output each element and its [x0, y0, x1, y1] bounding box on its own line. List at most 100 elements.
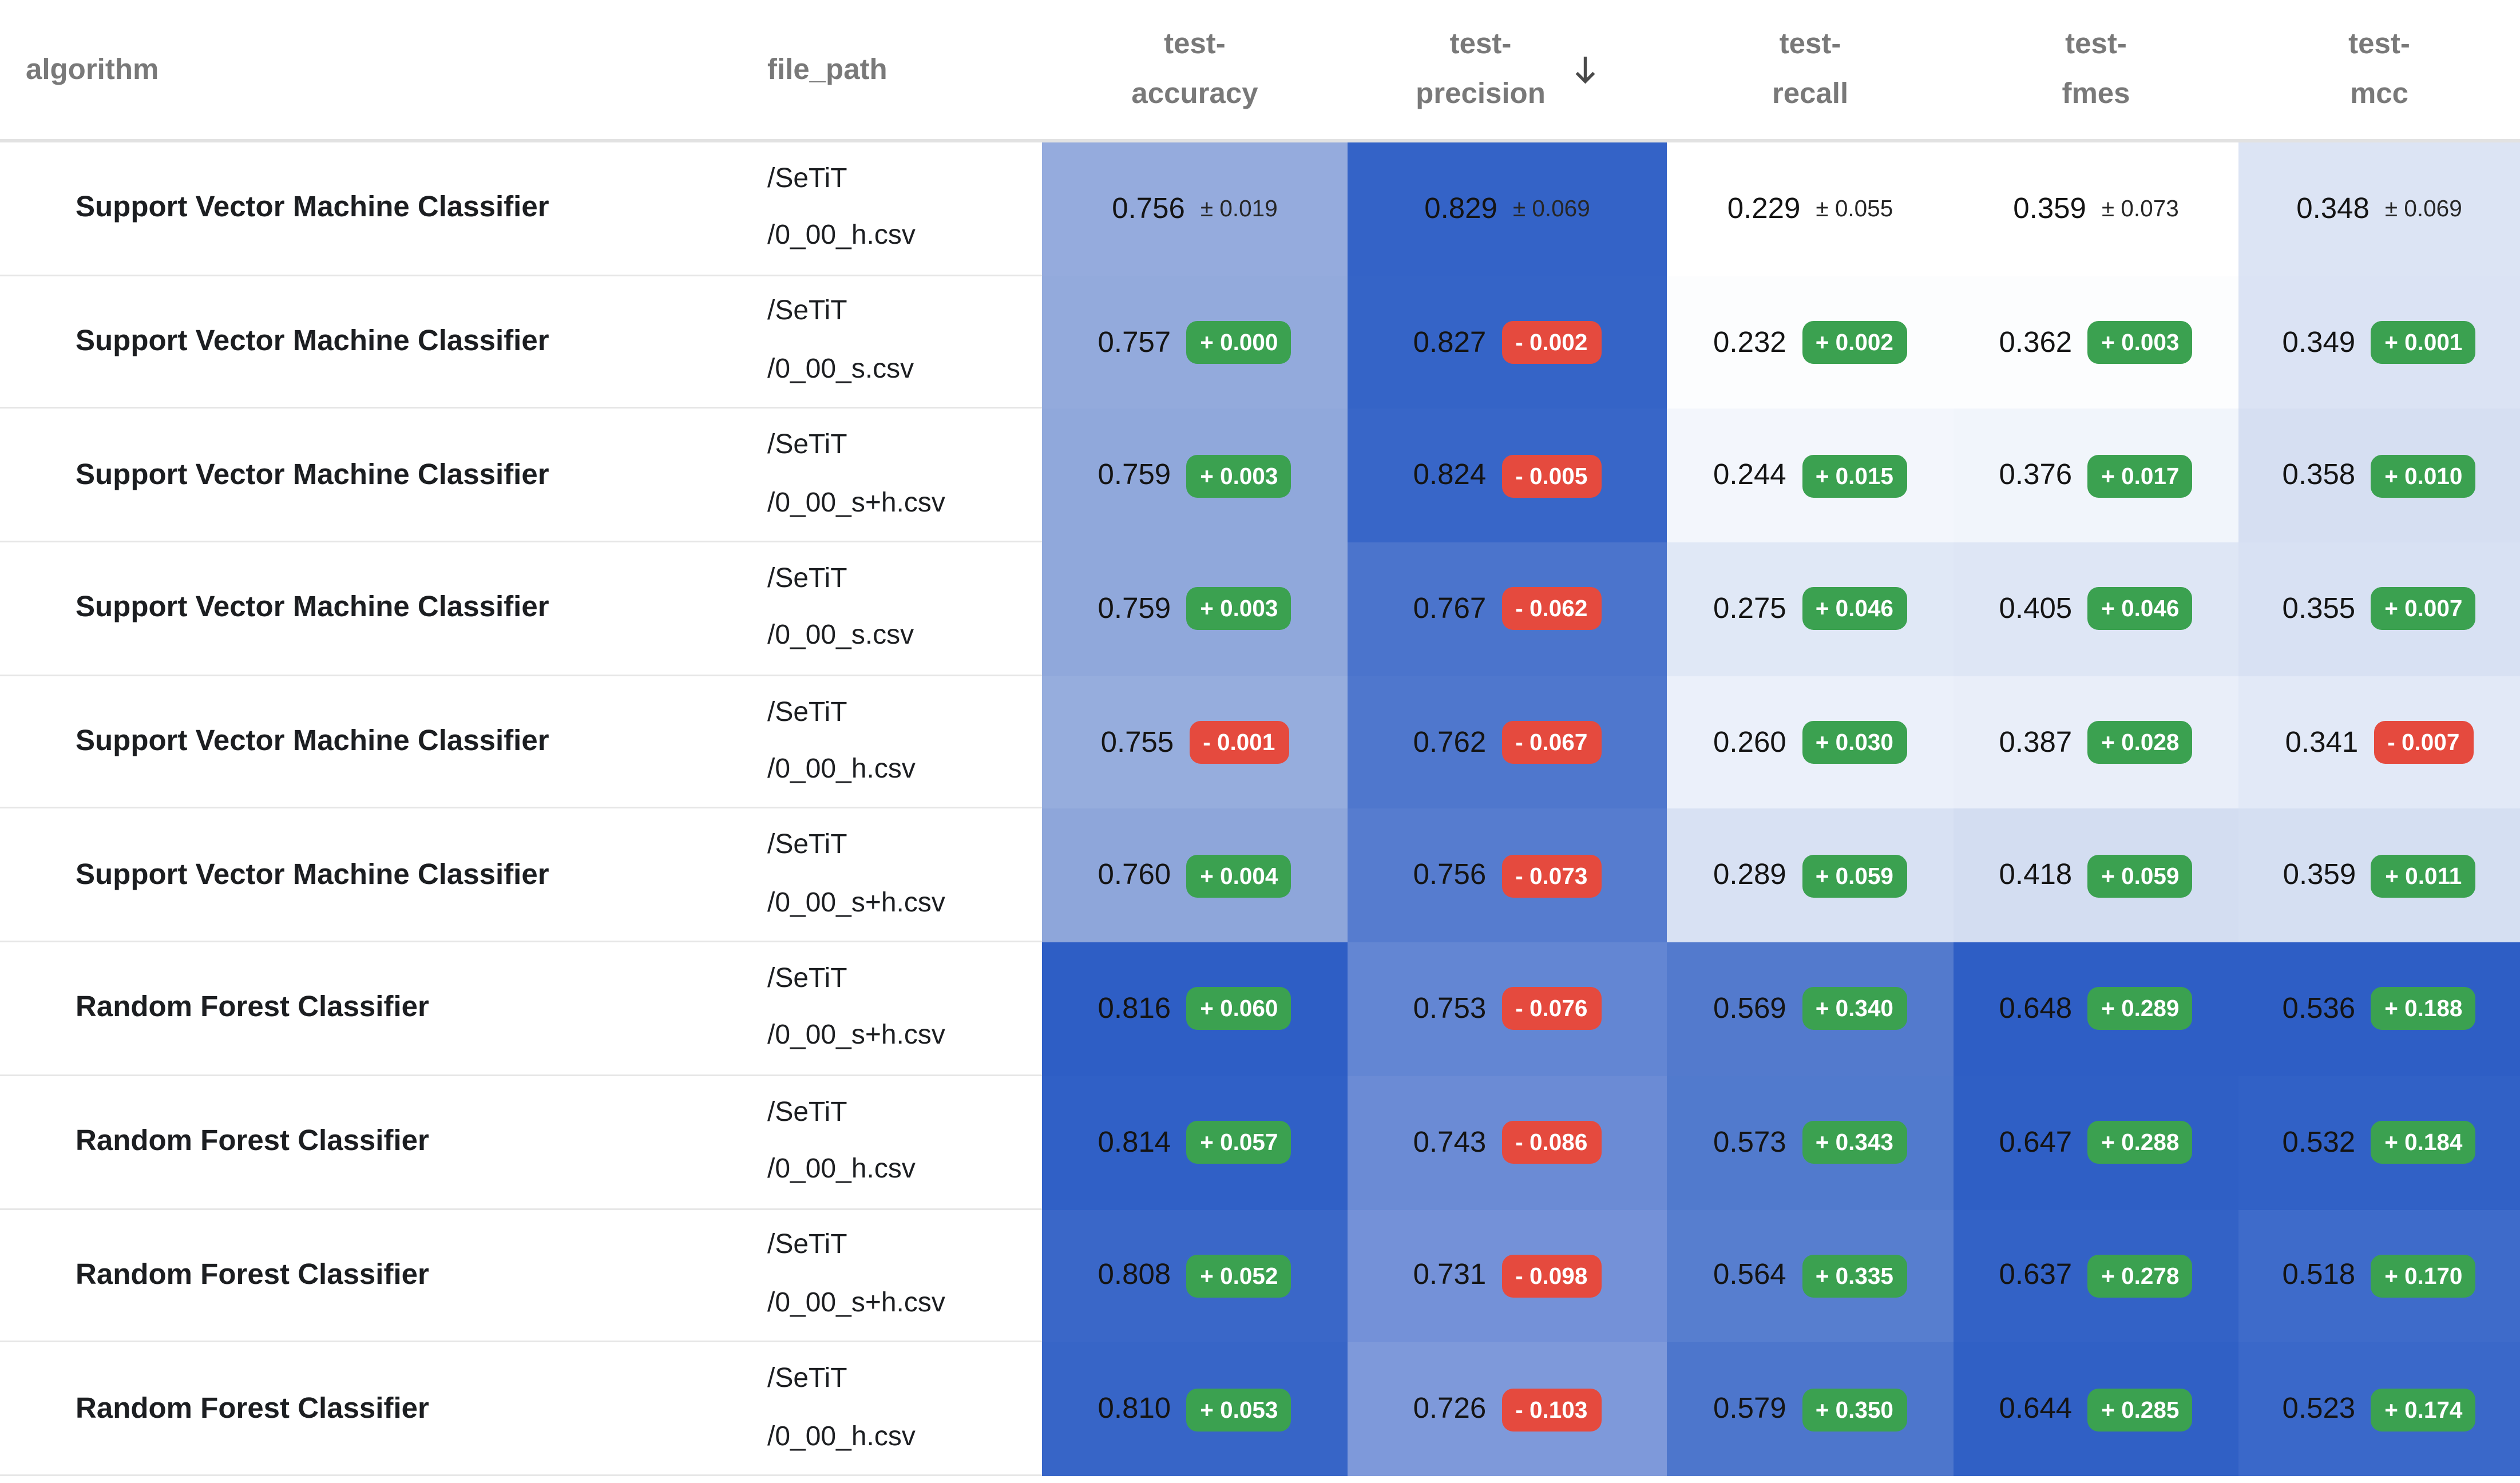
column-header-test-mcc[interactable]: test- mcc — [2238, 0, 2520, 139]
metric-cell-test-fmes: 0.376 + 0.017 — [1954, 409, 2238, 543]
metric-value: 0.726 — [1413, 1392, 1487, 1425]
delta-badge: + 0.010 — [2371, 454, 2477, 498]
delta-badge: + 0.188 — [2371, 988, 2477, 1031]
metric-value: 0.418 — [1999, 858, 2073, 891]
metric-cell-test-recall: 0.275 + 0.046 — [1667, 542, 1954, 676]
stddev-value: ± 0.019 — [1200, 196, 1278, 223]
metric-value: 0.359 — [2013, 192, 2086, 225]
algorithm-cell: Support Vector Machine Classifier — [0, 142, 767, 276]
column-header-test-accuracy[interactable]: test- accuracy — [1042, 0, 1348, 139]
column-header-label: test- precision — [1416, 26, 1546, 109]
metric-cell-test-accuracy: 0.816 + 0.060 — [1042, 942, 1348, 1076]
metric-value: 0.341 — [2285, 725, 2359, 758]
metric-cell-test-recall: 0.260 + 0.030 — [1667, 676, 1954, 810]
file-path-line: /0_00_s.csv — [767, 622, 914, 652]
algorithm-cell: Support Vector Machine Classifier — [0, 542, 767, 676]
metric-value: 0.564 — [1713, 1259, 1786, 1292]
table-row[interactable]: Support Vector Machine Classifier/SeTiT /… — [0, 542, 2520, 676]
table-row[interactable]: Random Forest Classifier/SeTiT/0_00_h.cs… — [0, 1076, 2520, 1210]
metric-value: 0.348 — [2296, 192, 2370, 225]
metric-cell-test-accuracy: 0.759 + 0.003 — [1042, 542, 1348, 676]
table-row[interactable]: Random Forest Classifier/SeTiT/0_00_s+h.… — [0, 942, 2520, 1076]
table-row[interactable]: Support Vector Machine Classifier/SeTiT /… — [0, 142, 2520, 276]
delta-badge: + 0.011 — [2371, 854, 2476, 898]
file-path-line: /0_00_h.csv — [767, 1155, 916, 1185]
delta-badge: + 0.340 — [1801, 988, 1907, 1031]
table-row[interactable]: Support Vector Machine Classifier/SeTiT /… — [0, 409, 2520, 543]
delta-badge: + 0.059 — [1801, 854, 1907, 898]
file-path-line: /0_00_h.csv — [767, 755, 916, 785]
metric-value: 0.573 — [1713, 1125, 1786, 1158]
metric-value: 0.757 — [1097, 325, 1171, 358]
table-row[interactable]: Support Vector Machine Classifier/SeTiT /… — [0, 276, 2520, 410]
delta-badge: + 0.053 — [1186, 1387, 1292, 1431]
file-path-cell: /SeTiT/0_00_h.csv — [767, 1343, 1042, 1476]
delta-badge: + 0.030 — [1801, 721, 1907, 764]
stddev-value: ± 0.055 — [1816, 196, 1893, 223]
sort-descending-icon[interactable] — [1573, 53, 1599, 87]
metric-value: 0.762 — [1413, 725, 1487, 758]
metric-value: 0.387 — [1999, 725, 2073, 758]
delta-badge: + 0.015 — [1801, 454, 1907, 498]
column-header-test-precision[interactable]: test- precision — [1348, 0, 1667, 139]
delta-badge: + 0.184 — [2371, 1121, 2477, 1164]
metric-value: 0.810 — [1097, 1392, 1171, 1425]
metric-value: 0.275 — [1713, 592, 1786, 625]
column-header-file-path[interactable]: file_path — [767, 52, 887, 85]
file-path-line: /SeTiT — [767, 1364, 847, 1394]
file-path-cell: /SeTiT/0_00_h.csv — [767, 676, 1042, 810]
column-header-label: test- accuracy — [1131, 26, 1258, 109]
file-path-line: /SeTiT — [767, 1231, 847, 1260]
delta-badge: - 0.073 — [1501, 854, 1602, 898]
metric-cell-test-mcc: 0.523 + 0.174 — [2238, 1342, 2520, 1476]
metric-cell-test-precision: 0.767 - 0.062 — [1348, 542, 1667, 676]
metric-value: 0.647 — [1999, 1125, 2073, 1158]
algorithm-cell: Support Vector Machine Classifier — [0, 809, 767, 943]
column-header-test-recall[interactable]: test- recall — [1667, 0, 1954, 139]
metric-cell-test-fmes: 0.359 ± 0.073 — [1954, 142, 2238, 276]
file-path-cell: /SeTiT/0_00_s+h.csv — [767, 409, 1042, 543]
metric-value: 0.260 — [1713, 725, 1786, 758]
column-header-test-fmes[interactable]: test- fmes — [1954, 0, 2238, 139]
algorithm-cell: Random Forest Classifier — [0, 1076, 767, 1210]
delta-badge: + 0.007 — [2371, 588, 2477, 631]
delta-badge: - 0.076 — [1501, 988, 1602, 1031]
delta-badge: + 0.052 — [1186, 1254, 1292, 1298]
delta-badge: + 0.046 — [2087, 588, 2193, 631]
metric-value: 0.289 — [1713, 858, 1786, 891]
metric-cell-test-precision: 0.731 - 0.098 — [1348, 1209, 1667, 1343]
metric-cell-test-mcc: 0.532 + 0.184 — [2238, 1076, 2520, 1210]
table-row[interactable]: Random Forest Classifier/SeTiT/0_00_h.cs… — [0, 1342, 2520, 1476]
delta-badge: - 0.067 — [1501, 721, 1602, 764]
metric-cell-test-accuracy: 0.755 - 0.001 — [1042, 676, 1348, 810]
algorithm-cell: Random Forest Classifier — [0, 1343, 767, 1476]
metric-value: 0.518 — [2282, 1259, 2356, 1292]
table-header: algorithm file_path test- accuracy test-… — [0, 0, 2520, 142]
stddev-value: ± 0.073 — [2101, 196, 2179, 223]
file-path-line: /0_00_s+h.csv — [767, 889, 945, 918]
table-row[interactable]: Random Forest Classifier/SeTiT/0_00_s+h.… — [0, 1209, 2520, 1343]
table-row[interactable]: Support Vector Machine Classifier/SeTiT /… — [0, 809, 2520, 943]
metric-cell-test-mcc: 0.355 + 0.007 — [2238, 542, 2520, 676]
column-header-label: test- fmes — [2062, 26, 2130, 109]
metric-value: 0.532 — [2282, 1125, 2356, 1158]
metric-cell-test-precision: 0.827 - 0.002 — [1348, 276, 1667, 410]
file-path-cell: /SeTiT/0_00_s.csv — [767, 276, 1042, 410]
metric-cell-test-precision: 0.753 - 0.076 — [1348, 942, 1667, 1076]
stddev-value: ± 0.069 — [2384, 196, 2462, 223]
metric-cell-test-recall: 0.244 + 0.015 — [1667, 409, 1954, 543]
delta-badge: + 0.046 — [1801, 588, 1907, 631]
table-row[interactable]: Support Vector Machine Classifier/SeTiT /… — [0, 676, 2520, 810]
file-path-line: /SeTiT — [767, 697, 847, 727]
delta-badge: + 0.028 — [2087, 721, 2193, 764]
metric-cell-test-accuracy: 0.757 + 0.000 — [1042, 276, 1348, 410]
metric-cell-test-mcc: 0.358 + 0.010 — [2238, 409, 2520, 543]
metric-value: 0.829 — [1424, 192, 1497, 225]
metric-cell-test-recall: 0.564 + 0.335 — [1667, 1209, 1954, 1343]
metric-cell-test-fmes: 0.362 + 0.003 — [1954, 276, 2238, 410]
metric-value: 0.767 — [1413, 592, 1487, 625]
file-path-line: /0_00_s+h.csv — [767, 489, 945, 518]
metric-value: 0.753 — [1413, 992, 1487, 1025]
algorithm-cell: Random Forest Classifier — [0, 1210, 767, 1343]
column-header-algorithm[interactable]: algorithm — [26, 52, 159, 85]
